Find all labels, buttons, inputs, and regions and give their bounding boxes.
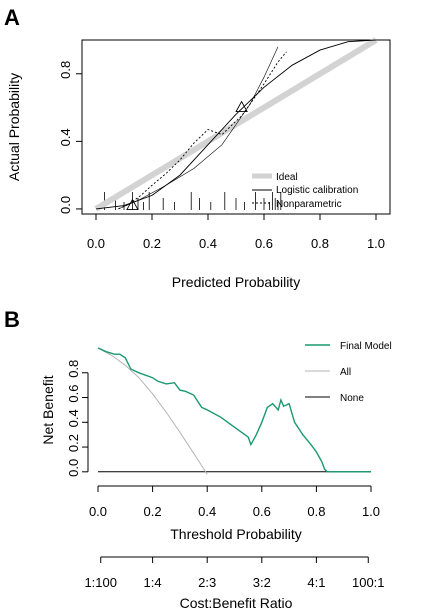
series-nonparametric-line (118, 51, 287, 210)
y-tick-label: 0.8 (66, 360, 81, 378)
panel-a-ticks: 0.0 0.2 0.4 0.6 0.8 1.0 0.0 0.4 0.8 (58, 61, 385, 251)
cost-benefit-tick-label: 1:4 (144, 575, 162, 590)
series-logistic-line (95, 39, 377, 210)
panel-a-xlabel: Predicted Probability (172, 274, 300, 290)
legend-final-model-label: Final Model (340, 341, 392, 352)
cost-benefit-tick-label: 100:1 (352, 575, 385, 590)
panel-a-rug (104, 192, 282, 210)
legend-nonparam-label: Nonparametric (276, 199, 342, 210)
legend-logistic-label: Logistic calibration (276, 185, 358, 196)
y-tick-label: 0.0 (58, 196, 73, 214)
panel-b-series (97, 347, 371, 475)
x-tick-label: 0.8 (311, 236, 329, 251)
panel-a-series (94, 37, 378, 212)
y-tick-label: 0.4 (58, 128, 73, 146)
legend-none-label: None (340, 393, 364, 404)
panel-b-legend: Final Model All None (305, 341, 392, 404)
series-extra-line (118, 46, 279, 210)
triangle-marker (235, 100, 248, 113)
panel-b-plot: 0.0 0.2 0.4 0.6 0.8 1.0 0.0 0.2 0.4 0.6 0.8 Final … (40, 341, 392, 611)
cost-benefit-tick-label: 2:3 (198, 575, 216, 590)
x-tick-label: 0.4 (199, 236, 217, 251)
panel-a-legend: Ideal Logistic calibration Nonparametric (252, 172, 358, 210)
y-tick-label: 0.8 (58, 61, 73, 79)
x-tick-label: 0.0 (87, 236, 105, 251)
x-tick-label: 0.6 (253, 504, 271, 519)
y-tick-label: 0.6 (66, 384, 81, 402)
y-tick-label: 0.0 (66, 459, 81, 477)
panel-a-frame (81, 39, 391, 215)
x-tick-label: 0.4 (198, 504, 216, 519)
cost-benefit-tick-label: 3:2 (253, 575, 271, 590)
cost-benefit-tick-label: 4:1 (307, 575, 325, 590)
panel-b-ticks: 0.0 0.2 0.4 0.6 0.8 1.0 0.0 0.2 0.4 0.6 0.8 (66, 360, 380, 519)
series-all-line (97, 347, 208, 475)
panel-b-ylabel: Net Benefit (40, 375, 56, 444)
x-tick-label: 0.2 (143, 236, 161, 251)
x-tick-label: 0.6 (255, 236, 273, 251)
panel-b-letter: B (4, 307, 20, 332)
panel-b-cost-benefit-axis: 1:100 1:4 2:3 3:2 4:1 100:1 (84, 556, 385, 590)
x-tick-label: 1.0 (367, 236, 385, 251)
legend-ideal-label: Ideal (276, 172, 298, 183)
panel-a-letter: A (4, 5, 20, 30)
x-tick-label: 1.0 (362, 504, 380, 519)
series-final-model-line (97, 347, 371, 473)
x-tick-label: 0.8 (307, 504, 325, 519)
panel-a-plot: 0.0 0.2 0.4 0.6 0.8 1.0 0.0 0.4 0.8 Ideal Logist… (6, 37, 391, 290)
panel-b-cost-benefit-label: Cost:Benefit Ratio (180, 595, 293, 611)
x-tick-label: 0.2 (144, 504, 162, 519)
panel-b-xlabel: Threshold Probability (170, 526, 302, 542)
panel-a-ylabel: Actual Probability (6, 73, 22, 181)
triangle-marker (126, 198, 139, 211)
cost-benefit-tick-label: 1:100 (84, 575, 117, 590)
x-tick-label: 0.0 (89, 504, 107, 519)
legend-all-label: All (340, 367, 351, 378)
y-tick-label: 0.2 (66, 434, 81, 452)
y-tick-label: 0.4 (66, 409, 81, 427)
